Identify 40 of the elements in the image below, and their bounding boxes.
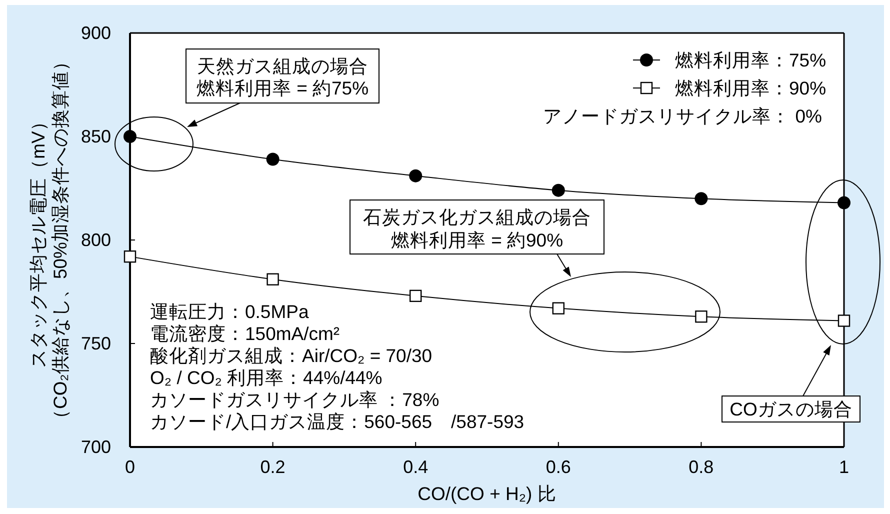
y-tick-label: 900 — [80, 23, 111, 43]
y-tick-label: 750 — [80, 334, 111, 354]
annotation: 酸化剤ガス組成：Air/CO₂ = 70/30 — [150, 345, 432, 366]
annotation: O₂ / CO₂ 利用率：44%/44% — [150, 367, 382, 388]
annotation: カソード/入口ガス温度：560-565 /587-593 — [150, 411, 524, 432]
point — [124, 130, 136, 143]
annotation: カソードガスリサイクル率 ：78% — [150, 389, 440, 410]
point — [694, 192, 708, 206]
y-tick-label: 850 — [80, 126, 111, 146]
annotation: アノードガスリサイクル率： 0% — [543, 106, 822, 126]
point — [124, 250, 136, 263]
text: （CO₂供給なし、50%加湿条件への換算値） — [50, 52, 70, 428]
x-tick-label: 0.8 — [688, 457, 714, 477]
point — [266, 152, 280, 166]
legend-label: 燃料利用率：90% — [675, 78, 826, 98]
x-axis-title: CO/(CO + H₂) 比 — [418, 483, 556, 504]
annotation: 運転圧力：0.5MPa — [150, 301, 310, 322]
point — [409, 169, 422, 182]
x-tick-label: 0.4 — [403, 457, 428, 477]
x-tick-label: 0.6 — [546, 457, 571, 477]
y-tick-label: 700 — [80, 437, 111, 457]
point — [552, 302, 564, 314]
point — [838, 196, 850, 210]
point — [838, 314, 850, 327]
point — [410, 290, 422, 302]
annotation: 燃料利用率 = 約75% — [196, 78, 369, 98]
y-axis-title: スタック平均セル電圧（mV） — [28, 112, 48, 368]
x-tick-label: 1 — [838, 457, 850, 477]
point — [695, 310, 708, 323]
annotation: 天然ガス組成の場合 — [197, 56, 368, 76]
x-tick-label: 0 — [124, 457, 136, 477]
legend-label: 燃料利用率：75% — [675, 50, 826, 70]
annotation: 燃料利用率 = 約90% — [390, 230, 564, 250]
point — [266, 273, 279, 286]
annotation: COガスの場合 — [730, 398, 852, 420]
point — [552, 184, 565, 197]
x-tick-label: 0.2 — [260, 457, 286, 477]
annotation: 電流密度：150mA/cm² — [150, 323, 340, 344]
annotation: 石炭ガス化ガス組成の場合 — [363, 206, 591, 228]
y-tick-label: 800 — [80, 230, 111, 250]
